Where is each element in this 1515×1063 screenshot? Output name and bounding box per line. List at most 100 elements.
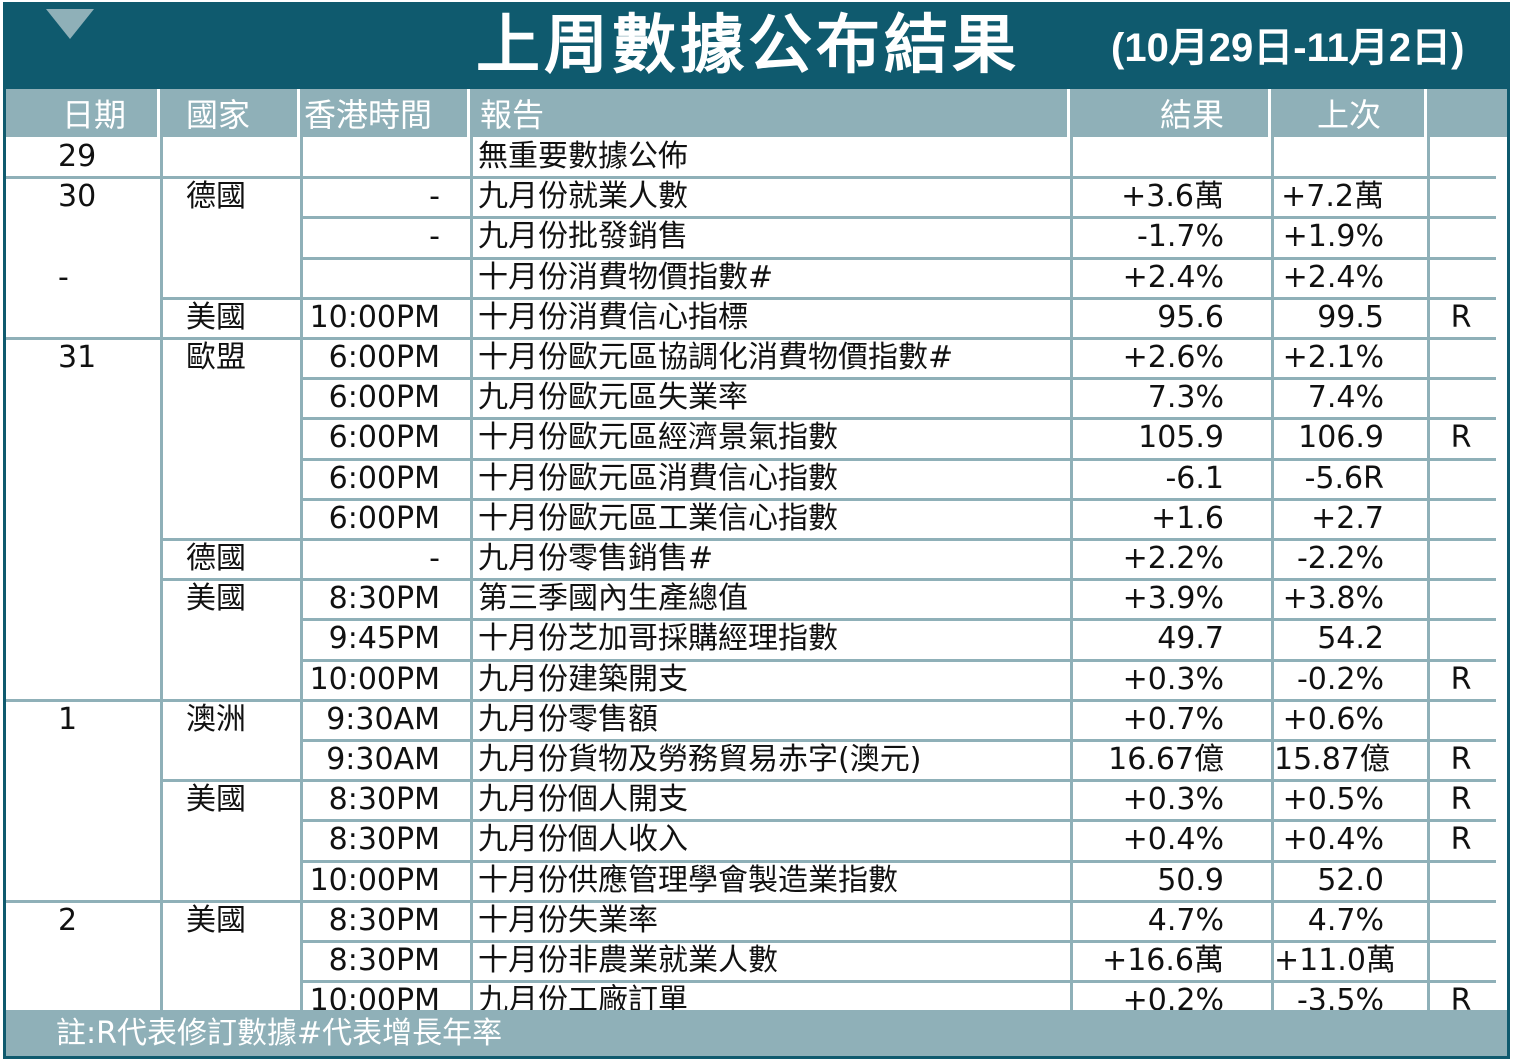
row-divider (6, 337, 1496, 340)
report-cell: 九月份個人收入 (478, 822, 688, 858)
time-cell: 6:00PM (328, 340, 440, 375)
result-cell: +3.9% (1122, 581, 1224, 617)
report-cell: 十月份芝加哥採購經理指數 (478, 621, 838, 657)
table-row: 1 澳洲 9:30AM 九月份零售額 +0.7% +0.6% (6, 700, 1507, 740)
country-cell: 美國 (186, 782, 246, 818)
column-divider (160, 137, 163, 1022)
revision-cell: R (1450, 782, 1472, 818)
result-cell: 16.67億 (1108, 742, 1224, 777)
table-row: 2 美國 8:30PM 十月份失業率 4.7% 4.7% (6, 901, 1507, 941)
country-cell: 德國 (186, 179, 246, 215)
report-cell: 第三季國內生產總值 (478, 581, 748, 617)
row-divider (6, 899, 1496, 903)
country-cell: 美國 (186, 299, 246, 335)
time-cell: 6:00PM (328, 500, 440, 536)
column-divider (470, 137, 473, 1022)
result-cell: 95.6 (1157, 299, 1224, 335)
header-country: 國家 (160, 89, 300, 137)
row-divider (300, 819, 1496, 823)
row-divider (300, 658, 1496, 662)
result-cell: 105.9 (1138, 420, 1224, 456)
report-cell: 十月份消費物價指數# (478, 259, 774, 295)
revision-cell (1430, 539, 1492, 579)
column-divider (1427, 137, 1430, 1022)
revision-cell (1430, 579, 1492, 619)
result-cell: +2.6% (1122, 340, 1224, 375)
result-cell: 4.7% (1147, 902, 1224, 938)
title-bar: 上周數據公布結果 (10月29日-11月2日) (6, 5, 1507, 89)
table-row: 8:30PM 九月份個人收入 +0.4% +0.4% R (6, 820, 1507, 860)
report-cell: 十月份非農業就業人數 (478, 943, 778, 978)
time-cell: 6:00PM (328, 380, 440, 416)
previous-cell: +2.4% (1282, 259, 1384, 295)
previous-cell: +7.2萬 (1281, 179, 1384, 215)
result-cell: +16.6萬 (1102, 943, 1224, 978)
date-range: (10月29日-11月2日) (1111, 26, 1465, 70)
revision-cell (1430, 378, 1492, 418)
previous-cell: 99.5 (1317, 299, 1384, 335)
revision-cell (1430, 861, 1492, 901)
time-cell: 10:00PM (309, 299, 440, 335)
date-cell: 29 (58, 139, 97, 174)
revision-cell (1430, 217, 1492, 257)
country-cell: 美國 (186, 581, 246, 617)
row-divider (6, 176, 1496, 180)
table-row: 美國 8:30PM 九月份個人開支 +0.3% +0.5% R (6, 780, 1507, 820)
time-cell: 8:30PM (328, 943, 440, 978)
column-divider (1070, 137, 1073, 1022)
report-cell: 九月份個人開支 (478, 782, 688, 818)
country-cell: 歐盟 (186, 340, 246, 375)
table-row: 29 無重要數據公佈 (6, 137, 1507, 177)
report-cell: 十月份消費信心指標 (478, 299, 748, 335)
revision-cell: R (1450, 661, 1472, 697)
row-divider (300, 457, 1496, 461)
row-divider (300, 216, 1496, 220)
row-divider (160, 538, 1496, 541)
revision-cell (1430, 459, 1492, 499)
revision-cell (1430, 901, 1492, 941)
time-cell: - (429, 219, 440, 255)
table-row: 6:00PM 十月份歐元區消費信心指數 -6.1 -5.6R (6, 459, 1507, 499)
row-divider (300, 940, 1496, 943)
result-cell: 50.9 (1157, 862, 1224, 898)
result-cell (1072, 137, 1224, 177)
table-frame: 上周數據公布結果 (10月29日-11月2日) 日期 國家 香港時間 報告 結果… (3, 2, 1510, 1059)
row-divider (300, 256, 1496, 260)
previous-cell: +0.5% (1282, 782, 1384, 818)
previous-cell: 15.87億 (1274, 742, 1390, 777)
report-cell: 十月份歐元區協調化消費物價指數# (478, 340, 954, 375)
row-divider (300, 980, 1496, 984)
report-cell: 無重要數據公佈 (478, 139, 688, 174)
country-cell: 澳洲 (186, 701, 246, 737)
table-row: 30 德國 - 九月份就業人數 +3.6萬 +7.2萬 (6, 177, 1507, 217)
row-divider (160, 296, 1496, 300)
row-divider (300, 377, 1496, 381)
revision-cell: R (1450, 742, 1472, 777)
revision-cell (1430, 338, 1492, 378)
revision-cell (1430, 941, 1492, 981)
revision-cell (1430, 499, 1492, 539)
table-row: 9:30AM 九月份貨物及勞務貿易赤字(澳元) 16.67億 15.87億 R (6, 740, 1507, 780)
previous-cell: 4.7% (1307, 902, 1384, 938)
date-cell: 31 (58, 340, 97, 375)
previous-cell: -2.2% (1296, 541, 1384, 576)
row-divider (300, 417, 1496, 421)
time-cell: 9:30AM (326, 701, 440, 737)
header-result: 結果 (1070, 89, 1271, 137)
header-date: 日期 (6, 89, 160, 137)
report-cell: 十月份歐元區經濟景氣指數 (478, 420, 838, 456)
time-cell: 8:30PM (328, 902, 440, 938)
result-cell: +0.7% (1122, 701, 1224, 737)
report-cell: 十月份供應管理學會製造業指數 (478, 862, 898, 898)
result-cell: -1.7% (1136, 219, 1224, 255)
result-cell: +0.3% (1122, 782, 1224, 818)
time-cell: 9:45PM (328, 621, 440, 657)
time-cell: 6:00PM (328, 420, 440, 456)
result-cell: +0.3% (1122, 661, 1224, 697)
row-divider (300, 739, 1496, 742)
report-cell: 九月份就業人數 (478, 179, 688, 215)
column-divider (1271, 137, 1274, 1022)
table-row: - 十月份消費物價指數# +2.4% +2.4% (6, 258, 1507, 298)
result-cell: +2.2% (1122, 541, 1224, 576)
time-cell: 10:00PM (309, 661, 440, 697)
